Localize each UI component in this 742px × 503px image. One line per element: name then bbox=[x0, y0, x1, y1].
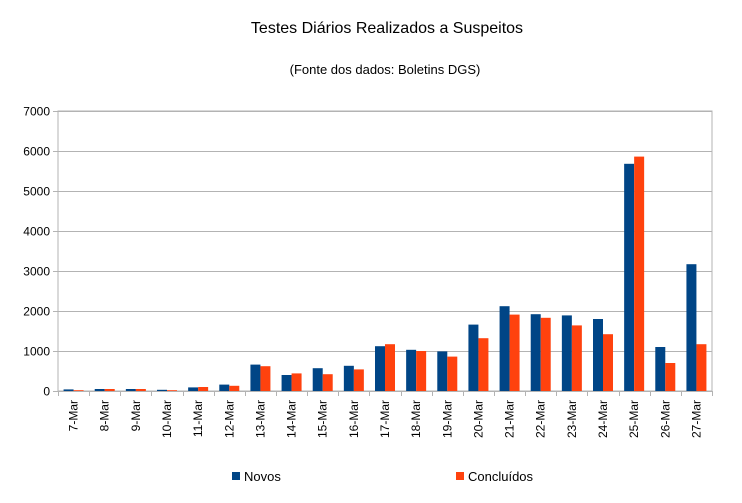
bar-novos bbox=[530, 314, 541, 391]
bar-concluidos bbox=[416, 351, 427, 391]
x-tick-label: 26-Mar bbox=[658, 400, 672, 438]
x-tick-label: 18-Mar bbox=[409, 400, 423, 438]
y-tick-label: 2000 bbox=[23, 305, 50, 319]
x-tick-label: 12-Mar bbox=[222, 400, 236, 438]
bar-novos bbox=[686, 264, 697, 391]
y-tick-label: 1000 bbox=[23, 345, 50, 359]
x-tick-label: 10-Mar bbox=[160, 400, 174, 438]
bar-concluidos bbox=[291, 373, 302, 391]
y-tick-label: 0 bbox=[43, 385, 50, 399]
bar-concluidos bbox=[322, 374, 333, 391]
bar-novos bbox=[437, 351, 448, 391]
bar-concluidos bbox=[509, 314, 520, 391]
chart-subtitle: (Fonte dos dados: Boletins DGS) bbox=[290, 62, 481, 77]
bar-novos bbox=[281, 375, 292, 391]
bar-concluidos bbox=[104, 389, 115, 391]
legend-label: Novos bbox=[244, 469, 281, 484]
bar-novos bbox=[406, 349, 417, 391]
bar-novos bbox=[250, 364, 261, 391]
x-tick-label: 24-Mar bbox=[596, 400, 610, 438]
bar-novos bbox=[593, 319, 603, 391]
legend-swatch bbox=[232, 472, 240, 480]
bar-concluidos bbox=[447, 356, 458, 391]
bar-novos bbox=[468, 324, 479, 391]
x-tick-label: 17-Mar bbox=[378, 400, 392, 438]
bar-novos bbox=[561, 315, 572, 391]
x-tick-label: 13-Mar bbox=[253, 400, 267, 438]
x-tick-label: 8-Mar bbox=[98, 400, 112, 431]
x-tick-label: 21-Mar bbox=[503, 400, 517, 438]
x-tick-label: 20-Mar bbox=[471, 400, 485, 438]
bar-novos bbox=[188, 387, 199, 391]
bar-concluidos bbox=[540, 317, 551, 391]
bar-concluidos bbox=[603, 334, 613, 391]
bar-concluidos bbox=[634, 156, 645, 391]
x-tick-label: 11-Mar bbox=[191, 400, 205, 437]
legend-label: Concluídos bbox=[468, 469, 534, 484]
bar-novos bbox=[94, 389, 105, 391]
y-tick-label: 3000 bbox=[23, 265, 50, 279]
bar-novos bbox=[157, 389, 167, 391]
x-tick-label: 27-Mar bbox=[689, 400, 703, 438]
bar-concluidos bbox=[135, 389, 146, 391]
bar-concluidos bbox=[229, 385, 240, 391]
x-tick-label: 9-Mar bbox=[129, 400, 143, 431]
x-tick-label: 23-Mar bbox=[565, 400, 579, 438]
bar-novos bbox=[125, 389, 136, 391]
axes-layer: 0 1000 2000 3000 4000 5000 6000 7000 7-Mar 8-Mar 9… bbox=[23, 105, 713, 438]
bar-concluidos bbox=[478, 338, 489, 391]
chart-title: Testes Diários Realizados a Suspeitos bbox=[251, 20, 523, 37]
legend: Novos Concluídos bbox=[232, 469, 534, 484]
bar-novos bbox=[375, 346, 385, 391]
bar-concluidos bbox=[665, 363, 676, 391]
x-tick-label: 15-Mar bbox=[316, 400, 330, 438]
bar-novos bbox=[499, 306, 510, 391]
x-tick-label: 16-Mar bbox=[347, 400, 361, 438]
bar-novos bbox=[343, 365, 354, 391]
bar-novos bbox=[219, 384, 230, 391]
bar-concluidos bbox=[385, 344, 395, 391]
bar-concluidos bbox=[73, 390, 84, 391]
bars-layer bbox=[63, 156, 707, 391]
bar-novos bbox=[312, 368, 323, 391]
x-tick-label: 19-Mar bbox=[440, 400, 454, 438]
legend-swatch bbox=[456, 472, 464, 480]
y-tick-label: 4000 bbox=[23, 225, 50, 239]
y-tick-label: 7000 bbox=[23, 105, 50, 119]
x-tick-label: 7-Mar bbox=[67, 400, 81, 431]
bar-concluidos bbox=[167, 390, 177, 391]
y-tick-label: 6000 bbox=[23, 145, 50, 159]
bar-novos bbox=[624, 163, 635, 391]
y-tick-label: 5000 bbox=[23, 185, 50, 199]
x-tick-label: 22-Mar bbox=[534, 400, 548, 438]
x-tick-label: 25-Mar bbox=[627, 400, 641, 438]
bar-concluidos bbox=[571, 325, 582, 391]
bar-concluidos bbox=[353, 369, 364, 391]
bar-concluidos bbox=[260, 366, 271, 391]
bar-novos bbox=[63, 389, 74, 391]
bar-concluidos bbox=[696, 344, 707, 391]
bar-novos bbox=[655, 347, 666, 391]
bar-concluidos bbox=[198, 387, 209, 391]
x-tick-label: 14-Mar bbox=[285, 400, 299, 438]
